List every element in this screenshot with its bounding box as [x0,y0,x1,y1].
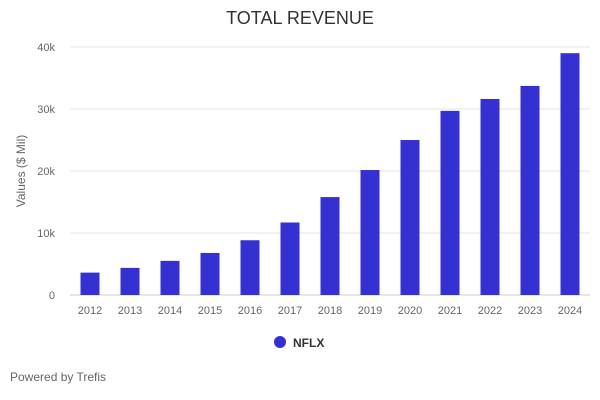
legend-label[interactable]: NFLX [293,336,324,350]
x-tick-label: 2016 [238,305,262,317]
x-tick-label: 2020 [398,305,422,317]
bar-2018[interactable] [320,197,340,295]
bar-2022[interactable] [480,98,500,295]
bar-2021[interactable] [440,110,460,295]
gridlines [70,46,590,296]
x-tick-label: 2018 [318,305,342,317]
bar-2012[interactable] [80,272,100,295]
x-tick-label: 2019 [358,305,382,317]
bar-2023[interactable] [520,85,540,296]
x-tick-label: 2024 [558,305,582,317]
x-tick-label: 2015 [198,305,222,317]
bar-2017[interactable] [280,222,300,295]
bar-2020[interactable] [400,140,420,295]
legend-marker-icon[interactable] [274,336,286,348]
bar-2019[interactable] [360,170,380,295]
y-axis-title: Values ($ Mil) [14,135,28,207]
x-tick-label: 2022 [478,305,502,317]
bar-2014[interactable] [160,260,180,295]
y-tick-label: 40k [37,42,55,54]
x-tick-label: 2017 [278,305,302,317]
x-tick-label: 2014 [158,305,182,317]
x-tick-label: 2013 [118,305,142,317]
bar-2016[interactable] [240,240,260,295]
x-tick-label: 2012 [78,305,102,317]
y-axis-ticks: 0 10k 20k 30k 40k [37,42,55,302]
bar-2024[interactable] [560,53,580,296]
x-tick-label: 2021 [438,305,462,317]
x-axis-ticks: 2012 2013 2014 2015 2016 2017 2018 2019 2020 2021… [78,305,582,317]
powered-by-credit[interactable]: Powered by Trefis [10,370,107,384]
chart-title: TOTAL REVENUE [226,8,374,28]
y-tick-label: 20k [37,166,55,178]
legend[interactable]: NFLX [274,336,324,350]
bar-2013[interactable] [120,267,140,295]
y-tick-label: 30k [37,104,55,116]
y-tick-label: 10k [37,228,55,240]
x-tick-label: 2023 [518,305,542,317]
bar-2015[interactable] [200,252,220,295]
y-tick-label: 0 [49,290,55,302]
bar-series[interactable] [80,53,580,296]
